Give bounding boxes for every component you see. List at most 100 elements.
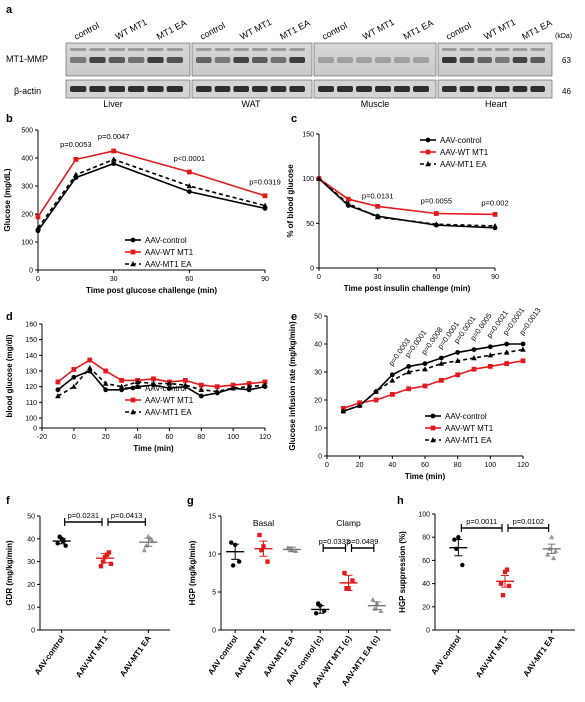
row-label-bactin: β-actin [14,86,41,96]
band-actin [270,86,287,92]
panel-label: b [6,113,13,125]
y-tick-label: 100 [418,512,430,519]
p-value-annotation: p=0.002 [481,198,508,207]
data-point [452,537,457,542]
legend-marker [430,437,436,443]
x-tick-label: 60 [432,274,440,281]
data-point [111,161,117,166]
data-point [100,559,106,564]
x-tick-label: 0 [72,434,76,441]
p-value-annotation: p<0.0001 [174,154,206,163]
data-point [186,169,192,175]
data-point [230,563,236,568]
data-point [57,534,62,539]
y-tick-label: 110 [26,400,37,407]
band-mt1mmp-upper [214,48,231,51]
data-point [389,372,395,378]
data-point [166,380,173,386]
data-point [406,364,412,369]
data-point [151,376,156,382]
band-mt1mmp [70,57,87,63]
legend-entry: AAV-MT1 EA [445,436,492,445]
legend-entry: AAV-MT1 EA [145,408,192,417]
data-point [246,383,252,389]
data-point [150,380,157,386]
series-line [57,359,266,388]
data-point [110,156,117,162]
p-value-annotation: p=0.0055 [421,197,453,206]
band-mt1mmp [89,57,106,63]
data-point [433,211,439,216]
band-actin [214,86,231,92]
y-tick-label: 0 [33,426,37,433]
legend-marker [130,261,136,267]
x-tick-label: 60 [185,276,193,283]
legend-entry: AAV-MT1 EA [145,260,192,269]
panel-label: d [6,311,13,323]
data-point [551,555,557,561]
y-axis-label: Glucose infusion rate (mg/kg/min) [288,321,297,451]
data-point [316,175,322,181]
x-tick-label: 30 [374,274,382,281]
y-tick-label: 40 [314,342,322,349]
panel-d: d -20 0 20 40 60 80 100 120 0 100 110 120 130 140 150 16… [0,308,300,488]
band-mt1mmp [252,57,268,63]
chart-insulin-tolerance: c 0 30 60 90 0 50 100 150 Time post insulin chall… [286,113,509,293]
lane-label: MT1 EA [520,18,553,42]
y-tick-label: 80 [422,535,430,542]
band-actin [375,86,391,92]
band-actin [289,86,305,92]
data-point [487,352,494,358]
data-point [71,367,77,372]
legend-entry: AAV-MT1 EA [440,160,487,169]
data-point [108,561,114,567]
data-point [455,350,461,355]
y-axis-label: HGP (mg/kg/min) [188,540,197,605]
band-mt1mmp [233,57,249,63]
chart-glucose-infusion-rate: e 0 20 40 60 80 100 120 0 10 20 30 40 50 Time (min) Glu… [288,306,543,481]
legend-marker [130,385,136,391]
legend-entry: AAV-control [145,236,187,245]
data-point [503,349,510,355]
band-mt1mmp [530,57,545,63]
data-point [350,578,355,583]
legend-entry: AAV-control [440,136,482,145]
band-mt1mmp-upper [166,48,183,51]
x-tick-label: -20 [37,434,47,441]
y-tick-label: 30 [314,370,322,377]
x-tick-label: 0 [36,276,40,283]
data-point [344,586,349,591]
lane-label: MT1 EA [402,18,435,42]
band-mt1mmp [147,57,164,63]
tissue-liver: Liver [103,99,123,109]
legend-marker [130,409,136,415]
y-tick-label: 150 [25,337,37,344]
band-actin [70,86,87,92]
panel-label: g [187,495,194,507]
data-point [71,374,77,380]
data-point [471,366,477,372]
data-point [35,214,41,220]
legend-marker [425,149,431,155]
band-mt1mmp [128,57,145,63]
data-point [262,382,268,388]
x-tick-label: 40 [134,434,142,441]
data-point [55,387,61,393]
lane-label: WT MT1 [114,17,149,42]
y-tick-label: 140 [25,353,37,360]
x-tick-label: 80 [197,434,205,441]
data-point [454,357,461,363]
band-actin [89,86,106,92]
data-point [315,601,321,606]
band-actin [512,86,528,92]
lane-label: control [444,20,473,42]
series-line [37,158,266,229]
band-actin [356,86,372,92]
legend-entry: AAV-WT MT1 [145,248,194,257]
data-point [506,583,512,589]
x-tick-label: 120 [517,462,529,469]
data-point [198,393,204,399]
data-point [438,378,444,383]
band-actin [442,86,457,92]
x-tick-label: 20 [102,434,110,441]
